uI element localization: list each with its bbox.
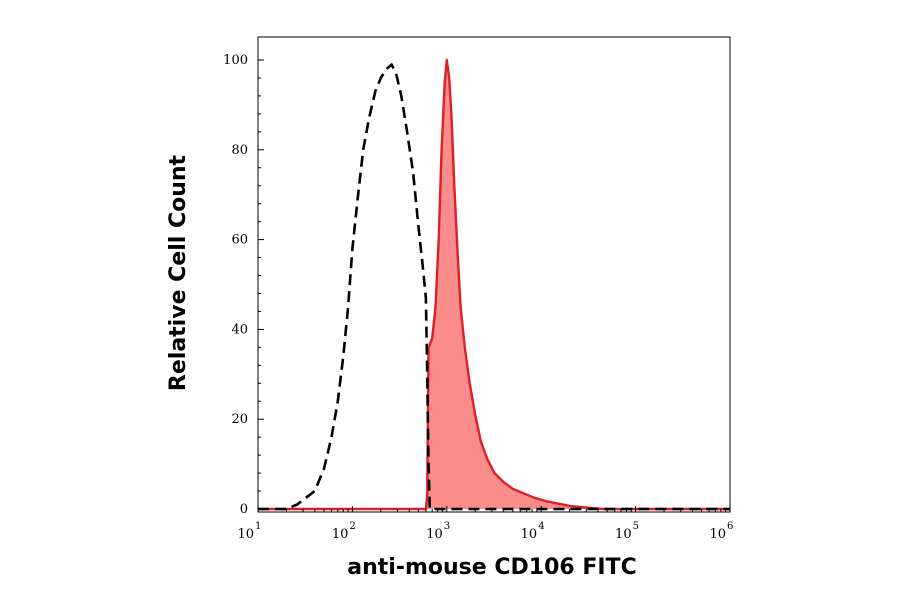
y-axis: 0 20 40 60 80 100 xyxy=(223,53,264,517)
y-tick-label: 40 xyxy=(231,322,248,337)
y-axis-title: Relative Cell Count xyxy=(166,154,191,391)
x-tick-exponent: 3 xyxy=(444,521,450,532)
x-tick-label: 10 xyxy=(521,527,538,542)
x-tick-label: 10 xyxy=(709,527,726,542)
plot-frame xyxy=(257,36,731,513)
x-tick-exponent: 2 xyxy=(349,521,355,532)
plot-series xyxy=(258,58,730,511)
x-tick-label: 10 xyxy=(237,527,254,542)
x-tick-exponent: 6 xyxy=(727,521,733,532)
series-1-fill xyxy=(258,60,730,509)
y-tick-label: 80 xyxy=(231,143,248,158)
series-1-line xyxy=(258,58,730,511)
x-tick-label: 10 xyxy=(615,527,632,542)
x-tick-label: 10 xyxy=(332,527,349,542)
x-tick-exponent: 5 xyxy=(633,521,639,532)
x-tick-exponent: 1 xyxy=(255,521,261,532)
y-tick-label: 20 xyxy=(231,412,248,427)
x-tick-exponent: 4 xyxy=(538,521,544,532)
y-tick-label: 0 xyxy=(240,502,248,517)
x-tick-label: 10 xyxy=(426,527,443,542)
series-0-line xyxy=(258,63,730,511)
y-tick-label: 100 xyxy=(223,53,248,68)
y-tick-label: 60 xyxy=(231,233,248,248)
x-axis-title: anti-mouse CD106 FITC xyxy=(347,555,636,580)
